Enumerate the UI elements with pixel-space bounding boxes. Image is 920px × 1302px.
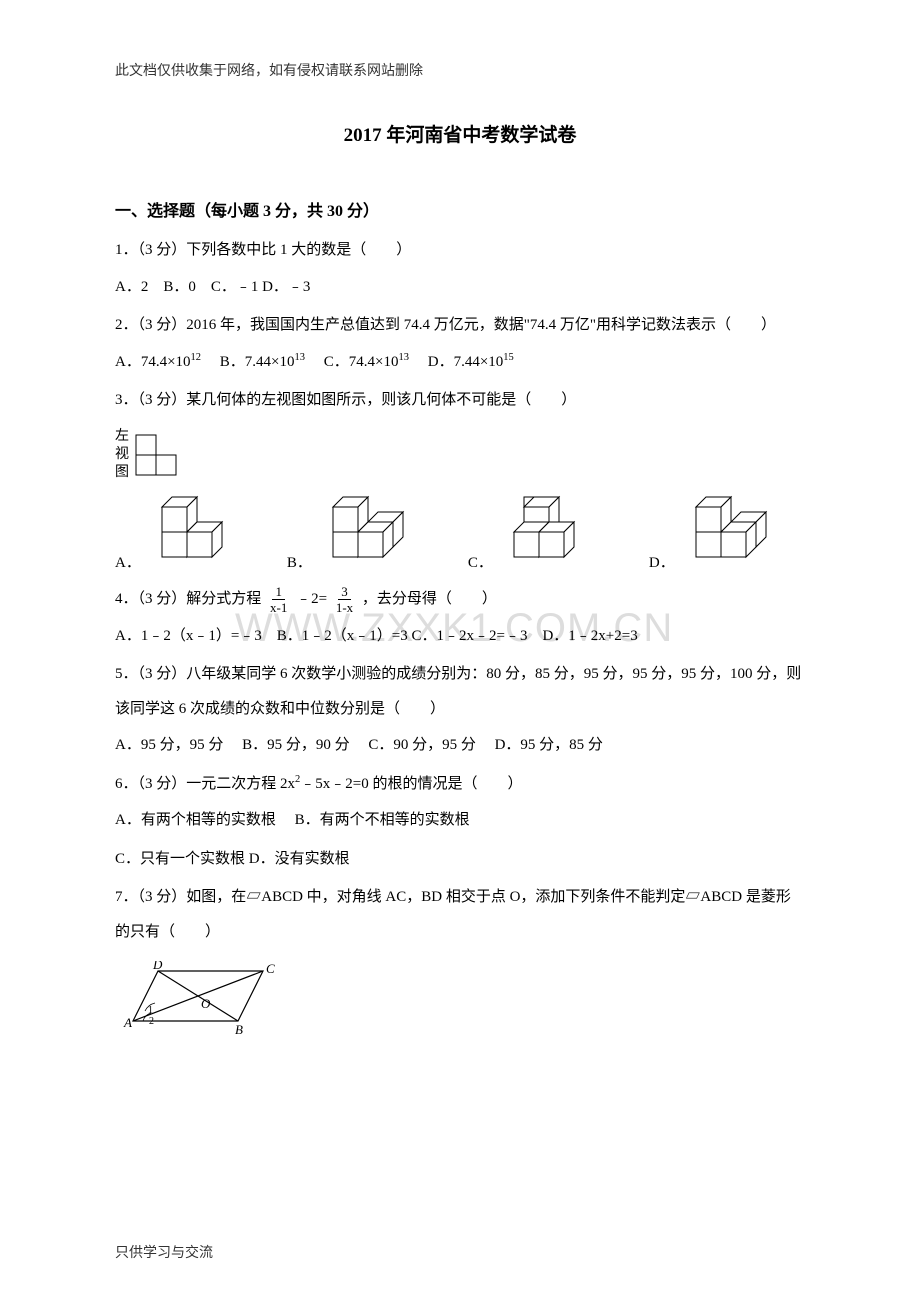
q3-optB-label: B． — [287, 551, 312, 572]
left-view-figure: 左视图 — [115, 428, 805, 483]
parallelogram-figure: D C A B O 1 2 — [123, 961, 805, 1046]
q3-optD-label: D． — [649, 551, 675, 572]
q6-text-end: ﹣5x﹣2=0 的根的情况是（ ） — [300, 776, 522, 792]
question-2-options: A．74.4×1012 B．7.44×1013 C．74.4×1013 D．7.… — [115, 345, 805, 380]
q3-option-d: D． — [649, 492, 781, 572]
question-7: 7．（3 分）如图，在▱ABCD 中，对角线 AC，BD 相交于点 O，添加下列… — [115, 880, 805, 949]
question-1: 1．（3 分）下列各数中比 1 大的数是（ ） — [115, 233, 805, 268]
svg-text:2: 2 — [149, 1016, 154, 1027]
question-6-options-line2: C．只有一个实数根 D．没有实数根 — [115, 842, 805, 877]
cube-figure-c — [499, 492, 599, 572]
cube-figure-b — [318, 492, 418, 572]
question-2: 2．（3 分）2016 年，我国国内生产总值达到 74.4 万亿元，数据"74.… — [115, 308, 805, 343]
question-3: 3．（3 分）某几何体的左视图如图所示，则该几何体不可能是（ ） — [115, 383, 805, 418]
q4-frac2-num: 3 — [338, 584, 351, 601]
q4-frac1-den: x-1 — [267, 600, 290, 616]
question-3-options-row: A． B． — [115, 492, 805, 572]
q2-optC-sup: 13 — [398, 352, 409, 363]
q4-frac2-den: 1-x — [333, 600, 356, 616]
question-4: 4．（3 分）解分式方程 1 x-1 ﹣2= 3 1-x ，去分母得（ ） — [115, 582, 805, 617]
q2-optB: B．7.44×10 — [205, 354, 295, 370]
q4-text-end: ，去分母得（ ） — [362, 591, 497, 607]
question-5: 5．（3 分）八年级某同学 6 次数学小测验的成绩分别为：80 分，85 分，9… — [115, 657, 805, 726]
q2-optA-sup: 12 — [191, 352, 202, 363]
svg-text:C: C — [266, 961, 275, 976]
q3-option-b: B． — [287, 492, 418, 572]
question-1-options: A．2 B．0 C．﹣1 D．﹣3 — [115, 270, 805, 305]
svg-text:A: A — [123, 1015, 132, 1030]
q3-option-a: A． — [115, 492, 237, 572]
section-header: 一、选择题（每小题 3 分，共 30 分） — [115, 197, 805, 221]
question-5-options: A．95 分，95 分 B．95 分，90 分 C．90 分，95 分 D．95… — [115, 728, 805, 763]
q3-optA-label: A． — [115, 551, 141, 572]
q3-optC-label: C． — [468, 551, 493, 572]
q3-option-c: C． — [468, 492, 599, 572]
q2-optB-sup: 13 — [295, 352, 306, 363]
question-6-options-line1: A．有两个相等的实数根 B．有两个不相等的实数根 — [115, 803, 805, 838]
document-title: 2017 年河南省中考数学试卷 — [115, 120, 805, 147]
cube-figure-d — [681, 492, 781, 572]
left-view-label: 左视图 — [115, 428, 129, 483]
q4-frac2: 3 1-x — [333, 584, 356, 616]
q2-optC: C．74.4×10 — [309, 354, 399, 370]
q2-optD: D．7.44×10 — [413, 354, 504, 370]
q2-optA: A．74.4×10 — [115, 354, 191, 370]
footer-note: 只供学习与交流 — [115, 1242, 213, 1262]
q2-optD-sup: 15 — [503, 352, 514, 363]
q4-frac1-num: 1 — [272, 584, 285, 601]
svg-text:D: D — [152, 961, 163, 972]
cube-figure-a — [147, 492, 237, 572]
svg-text:O: O — [201, 996, 211, 1011]
question-6: 6．（3 分）一元二次方程 2x2﹣5x﹣2=0 的根的情况是（ ） — [115, 767, 805, 802]
question-4-options: A．1﹣2（x﹣1）=﹣3 B．1﹣2（x﹣1）=3 C．1﹣2x﹣2=﹣3 D… — [115, 619, 805, 654]
q4-text-mid: ﹣2= — [296, 591, 327, 607]
q4-frac1: 1 x-1 — [267, 584, 290, 616]
q4-text-start: 4．（3 分）解分式方程 — [115, 591, 261, 607]
left-view-icon — [135, 434, 177, 476]
q6-text-start: 6．（3 分）一元二次方程 2x — [115, 776, 295, 792]
svg-text:B: B — [235, 1022, 243, 1037]
header-note: 此文档仅供收集于网络，如有侵权请联系网站删除 — [115, 60, 805, 80]
